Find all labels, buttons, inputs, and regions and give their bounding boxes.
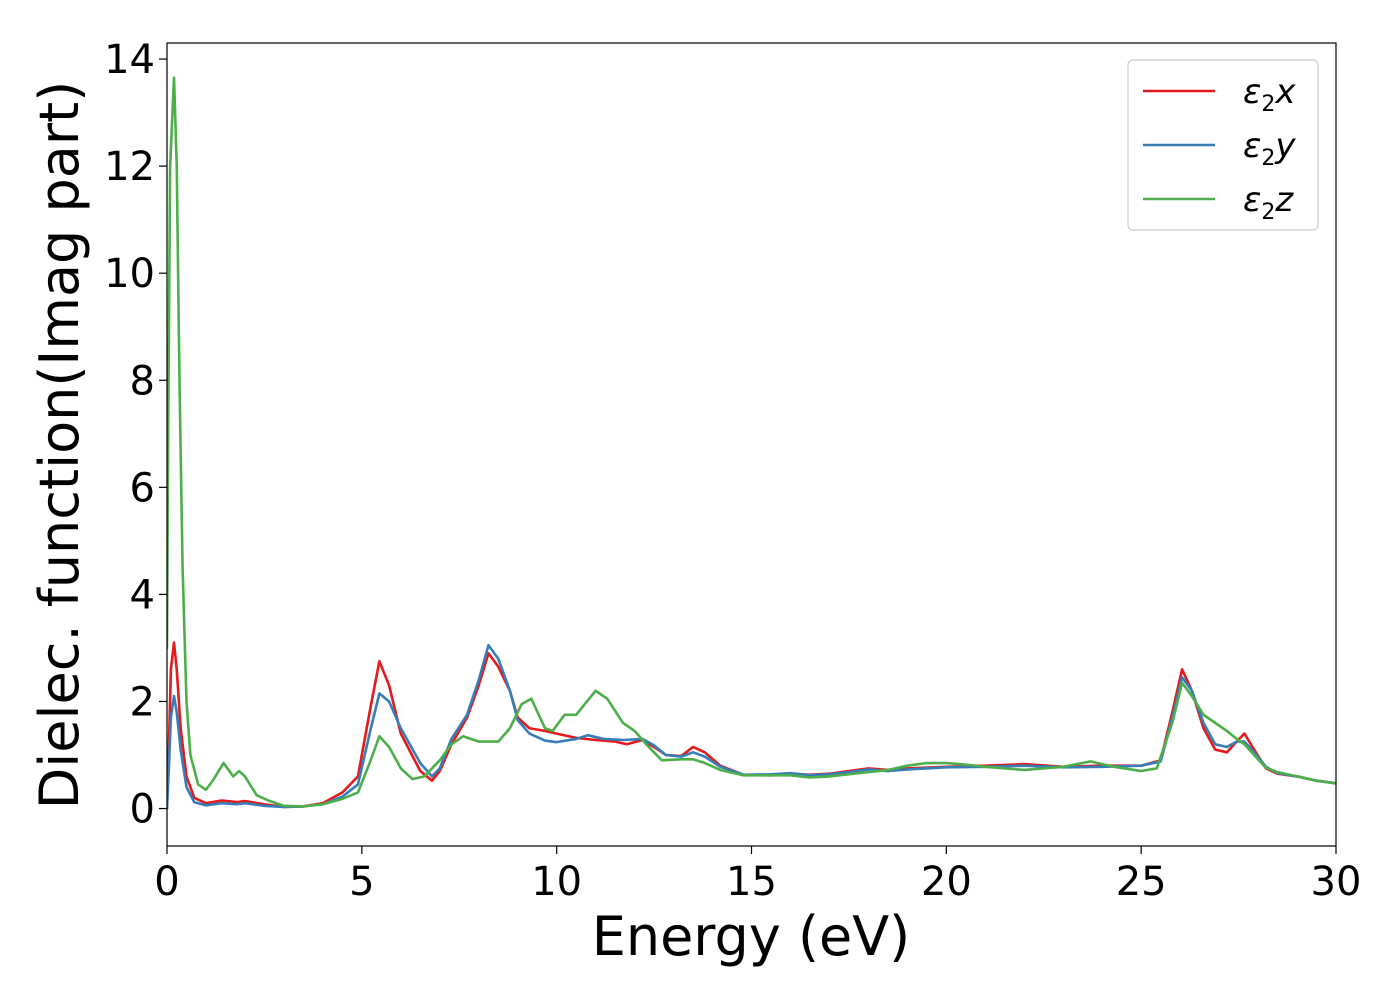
x-tick-label: 20 <box>921 859 972 905</box>
x-tick-label: 25 <box>1116 859 1167 905</box>
y-tick-label: 8 <box>130 358 155 404</box>
legend-series-name: z <box>1274 180 1294 220</box>
y-axis-label: Dielec. function(Imag part) <box>28 81 91 810</box>
x-tick-label: 30 <box>1311 859 1362 905</box>
y-tick-label: 6 <box>130 465 155 511</box>
legend-label-1: ε2y <box>1243 126 1296 171</box>
x-axis-ticks: 0 5 10 15 20 25 30 <box>154 846 1361 905</box>
legend-series-name: x <box>1274 72 1296 112</box>
x-tick-label: 10 <box>531 859 582 905</box>
legend-symbol: ε <box>1243 126 1261 166</box>
y-tick-label: 12 <box>104 144 155 190</box>
y-axis-ticks: 0 2 4 6 8 10 12 14 <box>104 37 167 833</box>
y-tick-label: 10 <box>104 251 155 297</box>
y-tick-label: 2 <box>130 679 155 725</box>
legend-symbol: ε <box>1243 72 1261 112</box>
legend-box <box>1127 59 1319 231</box>
series-layer <box>167 76 1336 810</box>
x-axis-label: Energy (eV) <box>592 905 911 968</box>
legend-label-0: ε2x <box>1243 72 1296 117</box>
y-tick-label: 4 <box>130 572 155 618</box>
legend-subscript: 2 <box>1261 146 1275 171</box>
y-tick-label: 0 <box>130 787 155 833</box>
legend-subscript: 2 <box>1261 92 1275 117</box>
legend-symbol: ε <box>1243 180 1261 220</box>
series-line-2 <box>167 76 1336 808</box>
x-tick-label: 15 <box>726 859 777 905</box>
legend-subscript: 2 <box>1261 200 1275 225</box>
legend-label-2: ε2z <box>1243 180 1294 225</box>
legend-series-name: y <box>1274 126 1296 166</box>
y-tick-label: 14 <box>104 37 155 83</box>
x-tick-label: 5 <box>349 859 374 905</box>
x-tick-label: 0 <box>154 859 179 905</box>
